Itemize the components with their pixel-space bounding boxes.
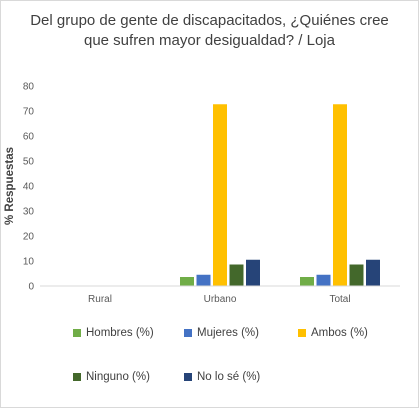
legend-label: No lo sé (%): [197, 371, 261, 383]
bar-urbano-series-2: [196, 274, 211, 286]
legend-swatch: [73, 329, 81, 337]
legend-label: Ninguno (%): [86, 371, 150, 383]
chart-title-line-1: Del grupo de gente de discapacitados, ¿Q…: [30, 12, 389, 29]
legend-item: Hombres (%): [73, 326, 154, 340]
legend-label: Mujeres (%): [197, 327, 259, 339]
x-tick-label: Urbano: [204, 294, 237, 305]
legend-item: Ambos (%): [298, 326, 368, 340]
legend-swatch: [184, 373, 192, 381]
legend-item: No lo sé (%): [184, 370, 260, 384]
chart-title-line-2: que sufren mayor desigualdad? / Loja: [83, 32, 335, 49]
legend-item: Mujeres (%): [184, 326, 259, 340]
y-tick-label: 70: [23, 107, 35, 118]
bar-total-series-1: [300, 277, 314, 286]
bar-urbano-series-4: [229, 264, 244, 286]
legend-label: Ambos (%): [311, 327, 368, 339]
y-tick-label: 30: [23, 207, 35, 218]
bar-urbano-series-3: [213, 104, 227, 286]
y-tick-label: 40: [23, 182, 35, 193]
y-tick-label: 60: [23, 132, 35, 143]
y-tick-label: 10: [23, 257, 35, 268]
bar-total-series-4: [349, 264, 364, 286]
legend-swatch: [73, 373, 81, 381]
bar-total-series-2: [316, 274, 331, 286]
y-axis-title: % Respuestas: [4, 147, 16, 225]
bar-urbano-series-5: [246, 259, 260, 286]
x-tick-label: Rural: [88, 294, 112, 305]
bar-urbano-series-1: [180, 277, 194, 286]
bar-total-series-3: [333, 104, 347, 286]
y-tick-label: 20: [23, 232, 35, 243]
x-tick-label: Total: [329, 294, 350, 305]
legend-swatch: [184, 329, 192, 337]
bar-total-series-5: [366, 259, 380, 286]
legend-item: Ninguno (%): [73, 370, 150, 384]
y-tick-label: 50: [23, 157, 35, 168]
legend-label: Hombres (%): [86, 327, 154, 339]
y-tick-label: 0: [28, 282, 34, 293]
y-tick-label: 80: [23, 82, 35, 93]
legend-swatch: [298, 329, 306, 337]
